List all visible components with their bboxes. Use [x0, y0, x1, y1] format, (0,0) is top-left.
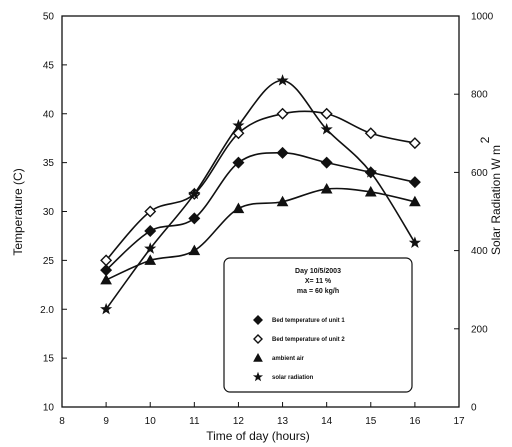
data-point-solar [276, 74, 289, 86]
y-left-tick-label: 40 [43, 109, 55, 120]
data-point-unit-1 [144, 225, 157, 238]
data-point-unit-1 [408, 176, 421, 189]
data-point-ambient [409, 195, 421, 207]
legend-label-unit-2: Bed temperature of unit 2 [272, 337, 345, 343]
y-right-tick-label: 600 [471, 168, 488, 179]
legend-label-unit-1: Bed temperature of unit 1 [272, 318, 345, 324]
y-axis-right-title: Solar Radiation W m [489, 145, 503, 255]
data-point-unit-1 [188, 212, 201, 225]
data-point-solar [232, 119, 245, 131]
data-point-solar [100, 302, 113, 315]
data-point-ambient [320, 182, 333, 194]
legend: Day 10/5/2003 X= 11 % ma = 60 kg/h Bed t… [223, 257, 413, 393]
legend-marker-ambient [253, 352, 263, 362]
x-tick-label: 14 [321, 416, 333, 427]
y-axis-left-title: Temperature (C) [11, 168, 25, 255]
data-point-solar [188, 187, 201, 200]
y-axis-right-title-superscript: 2 [478, 136, 492, 143]
legend-label-ambient: ambient air [272, 356, 305, 362]
data-point-ambient [100, 273, 112, 285]
legend-marker-unit-1 [253, 315, 263, 325]
legend-label-solar: solar radiation [272, 375, 314, 381]
x-tick-label: 9 [103, 416, 109, 427]
x-tick-label: 12 [233, 416, 245, 427]
y-right-tick-label: 400 [471, 246, 488, 257]
legend-header-line-3: ma = 60 kg/h [297, 288, 339, 295]
right-axis-ticks: 0 200 400 600 800 1000 [454, 12, 494, 414]
y-left-tick-label: 35 [43, 158, 55, 169]
legend-marker-unit-2 [253, 334, 263, 344]
x-axis-title: Time of day (hours) [206, 429, 310, 443]
y-left-tick-label: 10 [43, 403, 55, 414]
data-point-unit-1 [276, 146, 289, 159]
data-point-unit-2 [144, 205, 157, 218]
data-point-solar [364, 166, 377, 178]
x-tick-label: 11 [189, 416, 200, 427]
y-left-tick-label: 2.0 [40, 305, 54, 316]
data-point-unit-2 [232, 127, 245, 140]
y-right-tick-label: 0 [471, 403, 477, 414]
y-right-tick-label: 200 [471, 324, 488, 335]
data-point-ambient [144, 254, 157, 265]
data-point-unit-1 [320, 156, 333, 169]
y-right-tick-label: 1000 [471, 12, 494, 23]
y-left-tick-label: 25 [43, 256, 55, 267]
data-point-unit-1 [232, 156, 245, 169]
data-point-ambient [276, 195, 289, 207]
data-point-ambient [364, 185, 377, 197]
series-points [100, 74, 421, 315]
data-point-unit-2 [320, 107, 333, 120]
x-tick-label: 17 [453, 416, 465, 427]
data-point-unit-2 [276, 107, 289, 120]
legend-box [223, 257, 413, 393]
y-left-tick-label: 30 [43, 207, 55, 218]
x-tick-label: 8 [59, 416, 65, 427]
y-left-tick-label: 15 [43, 354, 55, 365]
data-point-solar [408, 236, 421, 248]
y-left-tick-label: 50 [43, 12, 55, 23]
data-point-ambient [188, 244, 201, 256]
series-line-ambient [105, 187, 416, 281]
legend-header-line-2: X= 11 % [305, 278, 332, 285]
y-left-tick-label: 45 [43, 60, 55, 71]
left-axis-ticks: 10 15 2.0 25 30 35 40 45 50 [40, 12, 67, 414]
data-point-unit-2 [100, 254, 113, 267]
x-tick-label: 16 [409, 416, 421, 427]
bottom-axis-ticks: 8 9 10 11 12 13 14 15 16 17 [59, 402, 465, 427]
x-tick-label: 13 [277, 416, 289, 427]
legend-marker-solar [252, 371, 264, 382]
x-tick-label: 15 [365, 416, 377, 427]
legend-header-line-1: Day 10/5/2003 [295, 268, 341, 275]
legend-markers [252, 315, 264, 382]
data-point-solar [144, 242, 157, 254]
y-right-tick-label: 800 [471, 90, 488, 101]
data-point-ambient [232, 202, 245, 214]
data-point-solar [320, 123, 333, 135]
data-point-unit-2 [364, 127, 377, 140]
x-tick-label: 10 [145, 416, 157, 427]
data-point-unit-2 [408, 137, 421, 150]
